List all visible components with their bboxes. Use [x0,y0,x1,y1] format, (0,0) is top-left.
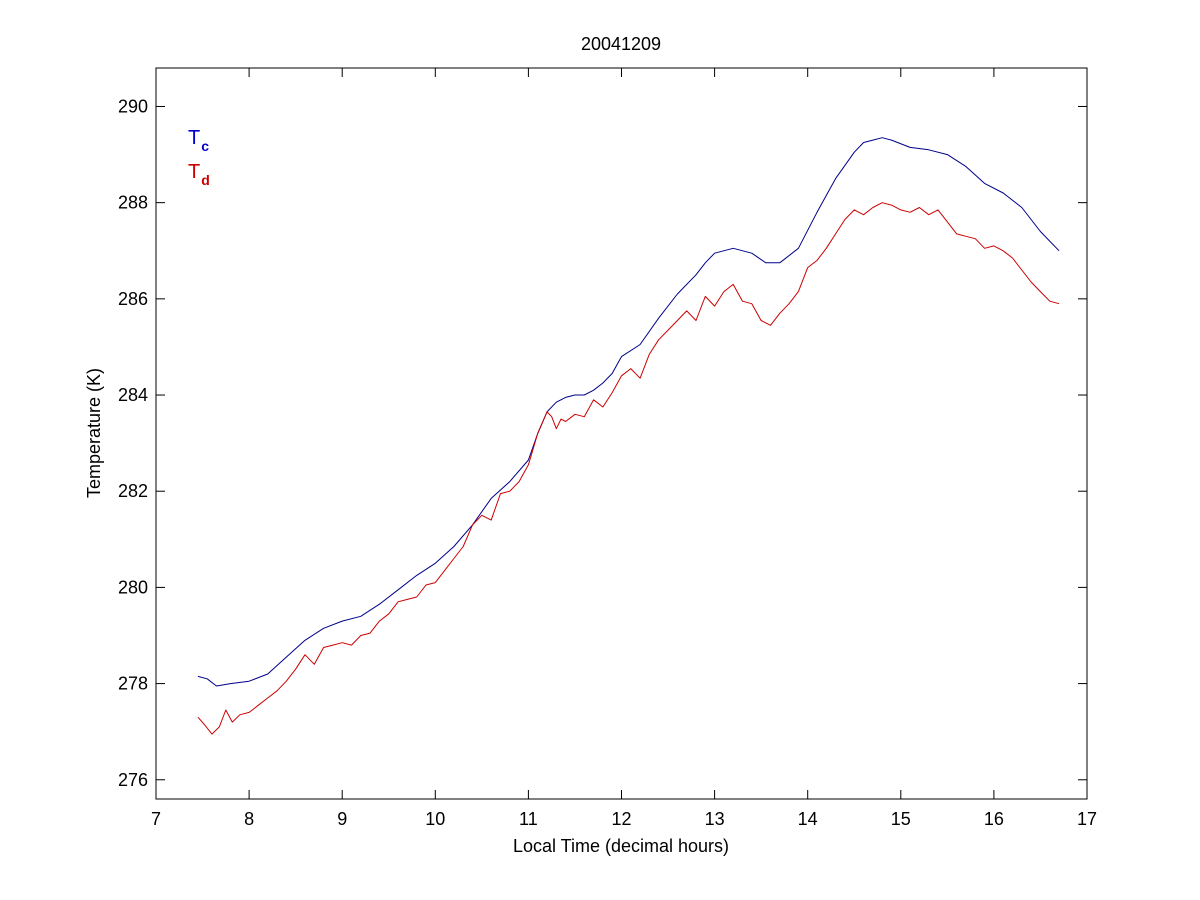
y-tick-label: 290 [118,96,148,116]
y-tick-label: 282 [118,481,148,501]
y-tick-label: 288 [118,193,148,213]
axes-frame [155,67,1088,800]
plot-area: 7 8 9 10 11 12 13 14 15 16 17 276 278 280 282 284 286 288… [118,67,1097,829]
x-tick-label: 13 [705,809,725,829]
y-tick-label: 284 [118,385,148,405]
x-tick-label: 7 [151,809,161,829]
y-tick-label: 280 [118,577,148,597]
y-axis-label: Temperature (K) [84,368,104,498]
x-tick-label: 16 [984,809,1004,829]
x-tick-label: 11 [519,809,538,829]
x-tick-label: 12 [611,809,631,829]
y-tick-label: 276 [118,770,148,790]
legend-subscript-text: d [201,172,210,188]
x-tick-label: 8 [244,809,254,829]
x-tick-label: 15 [891,809,911,829]
legend-main-text: T [188,127,200,149]
y-tick-label: 286 [118,289,148,309]
x-tick-label: 17 [1077,809,1097,829]
legend-entry-c: Tc [188,127,209,154]
y-tick-label: 278 [118,674,148,694]
series-line-tc [197,137,1060,687]
legend-subscript-text: c [201,138,209,154]
x-tick-label: 14 [798,809,818,829]
chart-title: 20041209 [581,34,661,54]
x-tick-label: 10 [425,809,445,829]
x-tick-label: 9 [337,809,347,829]
series-line-td [197,202,1060,735]
series-layer [197,137,1060,735]
legend-main-text: T [188,161,200,183]
tick-layer: 7 8 9 10 11 12 13 14 15 16 17 276 278 280 282 284 286 288… [118,68,1097,829]
x-axis-label: Local Time (decimal hours) [513,836,729,856]
legend-entry-d: Td [188,161,210,188]
